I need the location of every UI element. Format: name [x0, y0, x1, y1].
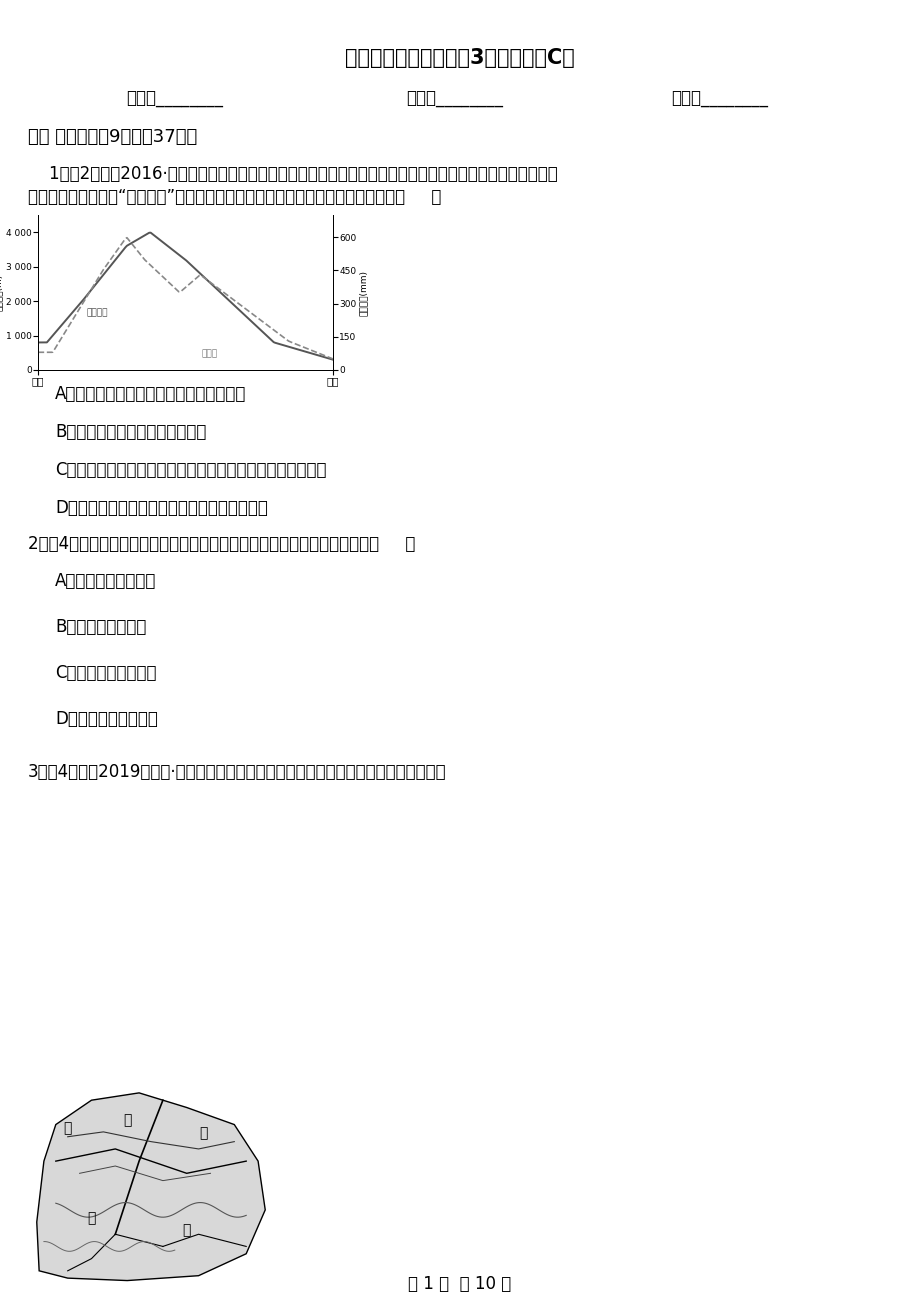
Text: A．北半球春季的开始: A．北半球春季的开始 [55, 572, 156, 590]
Text: 一、 单选题（共9题；共37分）: 一、 单选题（共9题；共37分） [28, 128, 197, 146]
Text: B．直射点向北移动: B．直射点向北移动 [55, 618, 146, 635]
Text: 乙: 乙 [87, 1211, 96, 1225]
Text: 第 1 页  共 10 页: 第 1 页 共 10 页 [408, 1275, 511, 1293]
Text: 地形剖面: 地形剖面 [86, 307, 108, 316]
Text: A．冬季冷空气南下受地形阻挡形成地形雨: A．冬季冷空气南下受地形阻挡形成地形雨 [55, 385, 246, 404]
Text: 降水量: 降水量 [201, 349, 217, 358]
Text: 西: 西 [63, 1121, 72, 1135]
Text: C．夏季白天气温高，蒸发强烈，水循环活跃，大气降水丰富: C．夏季白天气温高，蒸发强烈，水循环活跃，大气降水丰富 [55, 461, 326, 479]
Y-axis label: 海拔高度(m): 海拔高度(m) [0, 273, 3, 311]
Text: 成都市高二下学期地理3月联考试卷C卷: 成都市高二下学期地理3月联考试卷C卷 [345, 48, 574, 68]
Text: D．北京昼渐短夜渐长: D．北京昼渐短夜渐长 [55, 710, 158, 728]
Polygon shape [37, 1092, 265, 1281]
Text: B．全球气候变暖，冰雪融水增加: B．全球气候变暖，冰雪融水增加 [55, 423, 206, 441]
Text: 北: 北 [123, 1113, 131, 1128]
Text: 2．（4分）元旦是指一年开始的第一天。此日相关的地理现象叙述正确的是（     ）: 2．（4分）元旦是指一年开始的第一天。此日相关的地理现象叙述正确的是（ ） [28, 535, 414, 553]
Text: 成绩：________: 成绩：________ [671, 90, 767, 108]
Text: 1．（2分）（2016·南长模拟）下图为我国某山地年降水量随高度变化示意图。图示山麓地区时常发生季节性: 1．（2分）（2016·南长模拟）下图为我国某山地年降水量随高度变化示意图。图示… [28, 165, 557, 184]
Text: 3．（4分）（2019高二上·合肥期中）读我国四大自然地理区域局部图，完成下列小题。: 3．（4分）（2019高二上·合肥期中）读我国四大自然地理区域局部图，完成下列小… [28, 763, 446, 781]
Text: 班级：________: 班级：________ [406, 90, 503, 108]
Text: D．夏季昼夜温差大，白天气温高，冰雪融水多: D．夏季昼夜温差大，白天气温高，冰雪融水多 [55, 499, 267, 517]
Text: 甲: 甲 [199, 1126, 208, 1139]
Text: 洪水灾害，其特征为“一日一峰”，白天流量很大，夜晚洪峰消退。其合理的解释是（     ）: 洪水灾害，其特征为“一日一峰”，白天流量很大，夜晚洪峰消退。其合理的解释是（ ） [28, 187, 441, 206]
Text: 姓名：________: 姓名：________ [127, 90, 223, 108]
Text: 丙: 丙 [182, 1224, 190, 1237]
Text: C．地球在远日点附近: C．地球在远日点附近 [55, 664, 156, 682]
Y-axis label: 年降水量(mm): 年降水量(mm) [359, 270, 368, 315]
